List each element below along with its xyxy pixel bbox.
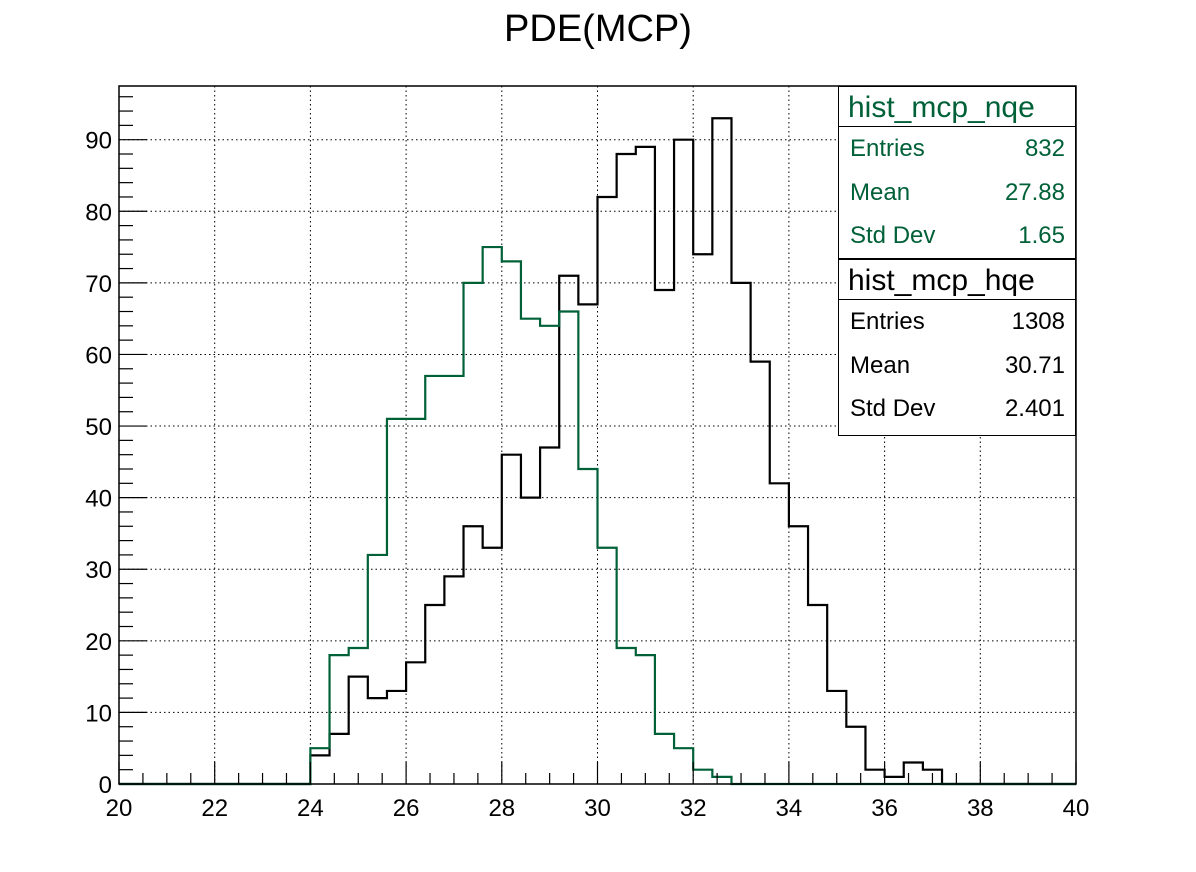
histogram-bin [731, 283, 750, 784]
x-tick-label: 40 [1063, 795, 1090, 822]
histogram-bin [693, 254, 712, 784]
stats-label: Std Dev [850, 222, 936, 249]
x-tick-label: 32 [680, 795, 707, 822]
y-tick-label: 10 [85, 700, 112, 727]
x-tick-label: 36 [871, 795, 898, 822]
stats-label: Mean [850, 178, 911, 206]
histogram-bin [368, 555, 387, 784]
histogram-bin [502, 261, 521, 784]
y-tick-label: 40 [85, 486, 112, 513]
series-hist_mcp_nqe [119, 245, 1076, 786]
y-tick-label: 80 [85, 199, 112, 226]
histogram-bin [310, 748, 329, 784]
histogram-bin [464, 283, 483, 784]
stats-row-entries: Entries 1308 [839, 300, 1075, 344]
x-tick-label: 28 [488, 795, 515, 822]
histogram-bin [636, 655, 655, 784]
histogram-bin [406, 419, 425, 784]
histogram-bin [425, 376, 444, 784]
histogram-bin [904, 763, 923, 784]
series-layer [119, 117, 1076, 786]
stats-label: Entries [850, 135, 925, 162]
axis-ticks [118, 96, 1077, 785]
y-tick-label: 50 [85, 414, 112, 441]
histogram-bin [655, 290, 674, 784]
histogram-bin [846, 727, 865, 784]
stats-row-mean: Mean 30.71 [839, 344, 1075, 388]
stats-box-nqe: hist_mcp_nqe Entries 832 Mean 27.88 Std … [838, 86, 1076, 259]
histogram-bin [827, 691, 846, 784]
histogram-bin [712, 118, 731, 784]
histogram-bin [330, 655, 349, 784]
stats-value: 1.65 [1018, 222, 1065, 249]
series-hist_mcp_hqe [119, 117, 1076, 786]
histogram-bin [521, 319, 540, 784]
histogram-bin [349, 648, 368, 784]
histogram-bin [770, 483, 789, 784]
stats-row-std: Std Dev 2.401 [839, 387, 1075, 431]
histogram-bin [789, 526, 808, 784]
x-tick-label: 34 [776, 795, 803, 822]
x-tick-label: 30 [584, 795, 611, 822]
stats-label: Std Dev [850, 395, 936, 422]
series-outline [119, 117, 1076, 786]
stats-value: 832 [1024, 135, 1065, 162]
series-outline [119, 245, 1076, 786]
histogram-bin [751, 362, 770, 784]
histogram-bin [808, 605, 827, 784]
stats-box-hqe: hist_mcp_hqe Entries 1308 Mean 30.71 Std… [838, 259, 1076, 436]
stats-row-std: Std Dev 1.65 [839, 214, 1075, 258]
stats-row-entries: Entries 832 [839, 127, 1075, 171]
histogram-bin [559, 312, 578, 784]
y-tick-label: 60 [85, 342, 112, 369]
x-tick-label: 38 [967, 795, 994, 822]
histogram-bin [712, 777, 731, 784]
stats-value: 2.401 [1004, 395, 1065, 422]
histogram-bin [444, 376, 463, 784]
x-tick-label: 20 [106, 795, 133, 822]
x-tick-label: 26 [393, 795, 420, 822]
histogram-bin [865, 770, 884, 784]
stats-value: 30.71 [1004, 351, 1065, 379]
histogram-bin [598, 548, 617, 784]
histogram-bin [387, 419, 406, 784]
stats-label: Mean [850, 351, 911, 379]
stats-value: 27.88 [1004, 178, 1065, 206]
histogram-bin [674, 140, 693, 784]
chart-title: PDE(MCP) [504, 8, 692, 50]
histogram-bin [540, 326, 559, 784]
y-tick-label: 70 [85, 271, 112, 298]
histogram-bin [483, 247, 502, 784]
x-tick-label: 22 [201, 795, 228, 822]
y-tick-label: 0 [99, 772, 112, 799]
y-tick-labels: 0 10 20 30 40 50 60 70 80 90 [85, 128, 112, 799]
stats-row-mean: Mean 27.88 [839, 171, 1075, 215]
stats-label: Entries [850, 308, 925, 335]
histogram-bin [693, 770, 712, 784]
histogram-bin [578, 469, 597, 784]
y-tick-label: 30 [85, 557, 112, 584]
stats-name: hist_mcp_nqe [839, 87, 1075, 127]
histogram-bin [655, 734, 674, 784]
stats-value: 1308 [1011, 308, 1065, 335]
y-tick-label: 90 [85, 128, 112, 155]
x-tick-labels: 20 22 24 26 28 30 32 34 36 38 40 [106, 795, 1090, 822]
x-tick-label: 24 [297, 795, 324, 822]
histogram-bin [617, 648, 636, 784]
histogram-bin [674, 748, 693, 784]
y-tick-label: 20 [85, 629, 112, 656]
stats-name: hist_mcp_hqe [839, 260, 1075, 300]
